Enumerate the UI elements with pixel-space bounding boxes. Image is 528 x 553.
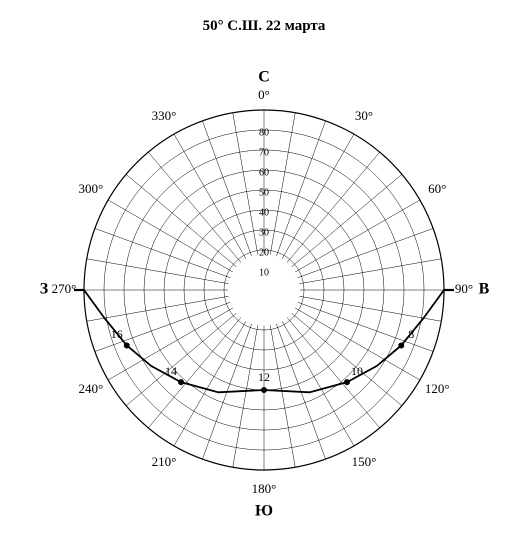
azimuth-label: 0° <box>258 87 270 102</box>
zenith-label: 20 <box>259 247 269 258</box>
azimuth-label: 330° <box>152 108 177 123</box>
cardinal-label: В <box>479 281 490 298</box>
hour-dot <box>344 379 350 385</box>
zenith-label: 10 <box>259 267 269 278</box>
hour-dot <box>398 342 404 348</box>
hour-dot <box>178 379 184 385</box>
center-hole <box>228 254 300 326</box>
hour-label: 10 <box>351 364 363 378</box>
chart-title: 50° С.Ш. 22 марта <box>0 18 528 35</box>
azimuth-label: 150° <box>352 454 377 469</box>
azimuth-label: 60° <box>428 181 446 196</box>
hour-label: 12 <box>258 370 270 384</box>
hour-label: 16 <box>111 327 123 341</box>
polar-chart: 10 20 30 40 50 60 70 80 0° 30° 60° 90° 120° 150° 180°… <box>0 53 528 553</box>
hour-label: 8 <box>408 327 414 341</box>
zenith-label: 30 <box>259 227 269 238</box>
azimuth-label: 240° <box>78 381 103 396</box>
azimuth-label: 300° <box>78 181 103 196</box>
azimuth-label: 90° <box>455 281 473 296</box>
zenith-label: 40 <box>259 207 269 218</box>
hour-dot <box>124 342 130 348</box>
zenith-label: 60 <box>259 167 269 178</box>
cardinal-label: Ю <box>255 503 273 520</box>
azimuth-label: 120° <box>425 381 450 396</box>
cardinal-label: С <box>258 69 270 86</box>
hour-labels: 8 10 12 14 16 <box>111 327 414 384</box>
hour-label: 14 <box>165 364 177 378</box>
hour-dot <box>261 387 267 393</box>
azimuth-label: 210° <box>152 454 177 469</box>
azimuth-label: 180° <box>252 481 277 496</box>
cardinal-label: З <box>40 281 49 298</box>
azimuth-label: 30° <box>355 108 373 123</box>
zenith-label: 50 <box>259 187 269 198</box>
azimuth-label: 270° <box>52 281 77 296</box>
zenith-label: 70 <box>259 147 269 158</box>
zenith-label: 80 <box>259 127 269 138</box>
